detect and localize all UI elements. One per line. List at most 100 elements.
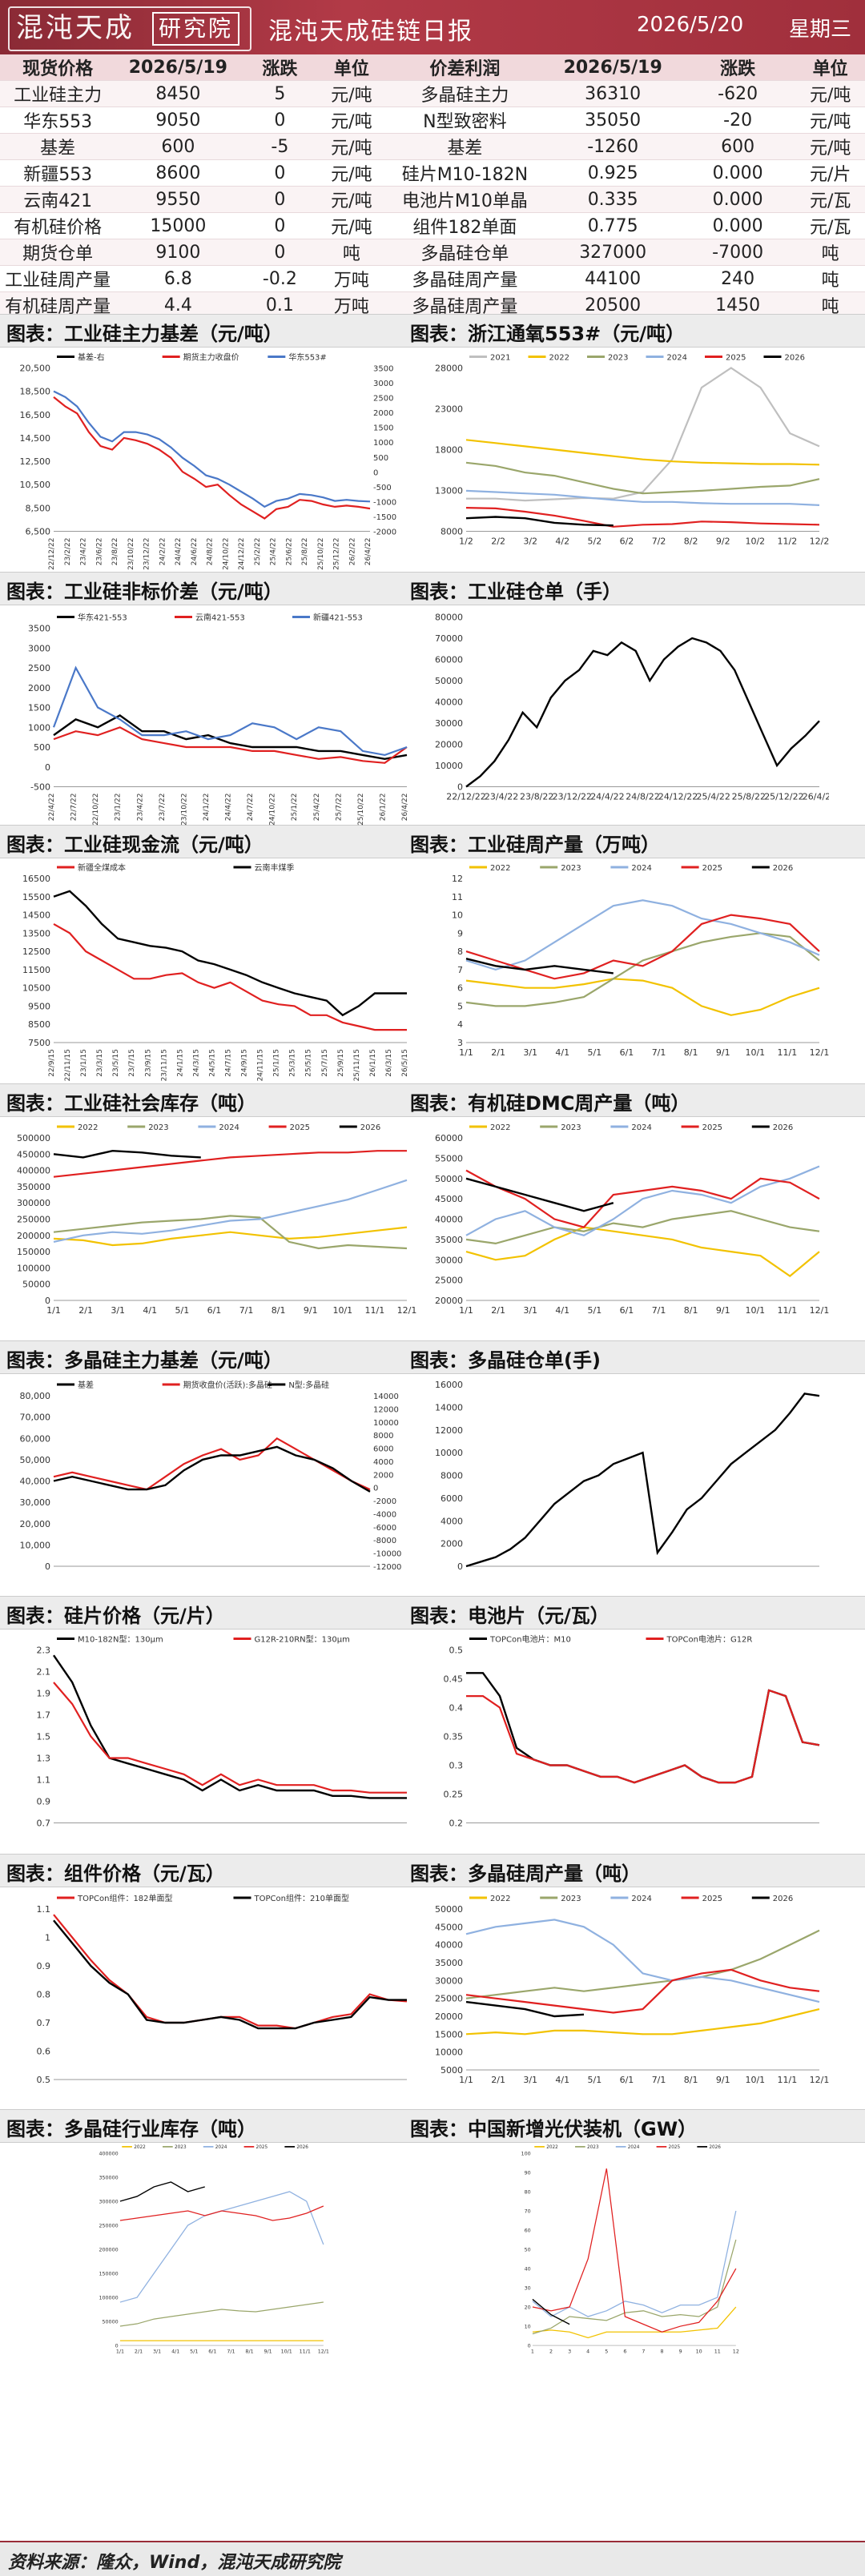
- x-tick-label: 23/4/22: [80, 538, 88, 566]
- table-cell: -1260: [545, 133, 680, 160]
- y-tick-label: 18,500: [20, 387, 51, 397]
- series-line: [532, 2210, 737, 2317]
- series-line: [465, 1968, 820, 2014]
- x-tick-label: 25/9/15: [337, 1049, 345, 1077]
- y-tick-label: 10: [452, 910, 463, 921]
- y-tick-label: 500: [34, 742, 50, 753]
- x-tick-label: 22/12/22: [446, 792, 485, 802]
- series-line: [465, 1165, 820, 1236]
- y2-tick-label: -10000: [373, 1550, 401, 1559]
- series-line: [465, 2008, 820, 2035]
- x-tick-label: 2/1: [491, 1047, 505, 1058]
- x-tick-label: 10/1: [745, 1047, 765, 1058]
- x-tick-label: 9/2: [716, 536, 730, 547]
- series-line: [52, 665, 408, 757]
- x-tick-label: 8/1: [272, 1305, 286, 1316]
- y-tick-label: 70: [525, 2208, 531, 2214]
- legend-label: 2023: [587, 2145, 599, 2150]
- y-tick-label: 10,000: [20, 1540, 51, 1550]
- chart-section-title: 图表：工业硅非标价差（元/吨）: [6, 581, 283, 603]
- price-table: 现货价格 2026/5/19 涨跌 单位 价差利润 2026/5/19 涨跌 单位 工业硅主力 8…: [0, 54, 865, 319]
- table-row: 期货仓单 9100 0 吨多晶硅仓单 327000 -7000 吨: [0, 239, 865, 266]
- y-tick-label: 23000: [435, 404, 463, 415]
- y-tick-label: 2.3: [37, 1646, 51, 1656]
- legend-label: 2021: [490, 354, 510, 363]
- x-tick-label: 24/8/22: [207, 538, 215, 566]
- table-cell: 0.335: [545, 186, 680, 213]
- y-tick-label: 0.3: [449, 1761, 464, 1771]
- table-cell: 元/吨: [319, 212, 384, 239]
- y-tick-label: 0.45: [444, 1674, 464, 1685]
- y-tick-label: 14500: [22, 910, 50, 921]
- y-tick-label: 6,500: [26, 527, 51, 537]
- series-line: [465, 516, 614, 527]
- table-cell: 0: [240, 159, 320, 187]
- series-line: [532, 2168, 737, 2333]
- table-cell: 基差: [384, 133, 546, 160]
- x-tick-label: 7/1: [652, 1047, 666, 1058]
- x-tick-label: 25/4/22: [270, 538, 278, 566]
- y-tick-label: 16,500: [20, 410, 51, 420]
- table-row: 工业硅主力 8450 5 元/吨 多晶硅主力 36310 -620 元/吨: [0, 80, 865, 107]
- series-line: [53, 1149, 201, 1159]
- x-tick-label: 2: [549, 2349, 553, 2354]
- y-tick-label: 0.5: [449, 1646, 464, 1656]
- y-tick-label: 0: [45, 1561, 50, 1572]
- x-tick-label: 2/1: [135, 2349, 143, 2354]
- legend-label: 云南421-553: [195, 613, 245, 623]
- legend-label: 2023: [561, 1123, 581, 1132]
- chart-section-header: 图表：工业硅非标价差（元/吨） 图表：工业硅仓单（手）: [0, 572, 865, 605]
- x-tick-label: 11/1: [778, 1305, 798, 1316]
- chart-section-header: 图表：多晶硅主力基差（元/吨） 图表：多晶硅仓单(手): [0, 1340, 865, 1374]
- series-line: [53, 726, 408, 764]
- y-tick-label: 10000: [435, 761, 463, 771]
- legend-label: TOPCon组件：182单面型: [77, 1893, 173, 1903]
- column-header: 2026/5/19: [115, 54, 241, 81]
- chart-c4: 80000 70000 60000 50000 40000 30000 20000 10000…: [435, 613, 829, 802]
- x-tick-label: 23/6/22: [95, 538, 103, 566]
- table-cell: 元/片: [795, 159, 865, 187]
- x-tick-label: 22/10/22: [92, 794, 100, 826]
- y-tick-label: 0.4: [449, 1703, 464, 1714]
- x-tick-label: 1/2: [459, 536, 473, 547]
- y-tick-label: 11: [452, 892, 463, 902]
- x-tick-label: 25/7/15: [321, 1049, 329, 1077]
- series-line: [53, 1914, 408, 2030]
- chart-section-title: 图表：工业硅主力基差（元/吨）: [6, 323, 283, 345]
- series-line: [119, 2301, 324, 2327]
- legend-label: 新疆421-553: [313, 613, 363, 623]
- x-tick-label: 11/2: [778, 536, 798, 547]
- x-tick-label: 23/4/22: [485, 792, 518, 802]
- report-title: 混沌天成硅链日报: [268, 18, 473, 46]
- legend-label: 2022: [78, 1123, 98, 1132]
- x-tick-label: 1/1: [459, 1047, 473, 1058]
- x-tick-label: 5/1: [175, 1305, 190, 1316]
- x-tick-label: 24/10/22: [269, 794, 277, 826]
- x-tick-label: 24/11/15: [257, 1049, 265, 1081]
- x-tick-label: 12/1: [810, 2075, 829, 2085]
- x-tick-label: 25/5/15: [305, 1049, 313, 1077]
- table-cell: 0.775: [545, 212, 680, 239]
- series-line: [53, 1445, 371, 1493]
- chart-section-title: 图表：多晶硅仓单(手): [410, 1349, 601, 1372]
- y-tick-label: 300000: [99, 2199, 118, 2204]
- legend-label: 2025: [702, 1895, 722, 1903]
- chart-c15: 2022 2023 2024 2025 2026 400000 350000 300000 25…: [99, 2145, 328, 2354]
- y-tick-label: 150000: [99, 2271, 118, 2277]
- y-tick-label: 0: [115, 2343, 119, 2349]
- x-tick-label: 7/1: [239, 1305, 254, 1316]
- y-tick-label: 12000: [435, 1425, 463, 1436]
- column-header: 价差利润: [384, 54, 546, 81]
- legend-label: 2026: [773, 1895, 793, 1903]
- y-tick-label: 20,500: [20, 364, 51, 374]
- x-tick-label: 5/1: [588, 2075, 602, 2085]
- x-tick-label: 26/1/15: [369, 1049, 377, 1077]
- y-tick-label: 7500: [28, 1038, 50, 1048]
- x-tick-label: 2/1: [78, 1305, 93, 1316]
- x-tick-label: 1: [531, 2349, 534, 2354]
- x-tick-label: 9/1: [716, 1305, 730, 1316]
- x-tick-label: 22/4/22: [48, 794, 56, 822]
- column-header: 单位: [319, 54, 384, 81]
- chart-section-header: 图表：组件价格（元/瓦） 图表：多晶硅周产量（吨）: [0, 1854, 865, 1887]
- x-tick-label: 1/1: [46, 1305, 61, 1316]
